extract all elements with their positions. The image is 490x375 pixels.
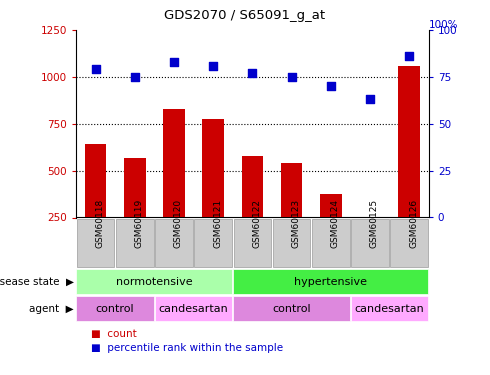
- Bar: [116, 219, 153, 267]
- Text: control: control: [96, 304, 134, 313]
- Text: control: control: [272, 304, 311, 313]
- Text: GSM60121: GSM60121: [213, 199, 222, 248]
- Bar: [312, 219, 349, 267]
- Point: [131, 74, 139, 80]
- Text: ■  count: ■ count: [91, 330, 136, 339]
- Bar: [85, 144, 106, 264]
- Bar: [273, 219, 310, 267]
- Bar: [351, 219, 389, 267]
- Text: GSM60119: GSM60119: [135, 199, 144, 248]
- Bar: [195, 219, 232, 267]
- Bar: [233, 296, 350, 321]
- Point: [288, 74, 295, 80]
- Bar: [163, 109, 185, 264]
- Text: GDS2070 / S65091_g_at: GDS2070 / S65091_g_at: [165, 9, 325, 22]
- Point: [170, 59, 178, 65]
- Text: GSM60126: GSM60126: [409, 199, 418, 248]
- Text: GSM60122: GSM60122: [252, 199, 261, 248]
- Point: [92, 66, 99, 72]
- Point: [327, 83, 335, 89]
- Text: GSM60123: GSM60123: [292, 199, 300, 248]
- Point: [405, 53, 413, 59]
- Bar: [155, 219, 193, 267]
- Bar: [359, 217, 381, 264]
- Bar: [281, 163, 302, 264]
- Bar: [233, 269, 428, 294]
- Text: 100%: 100%: [429, 20, 458, 30]
- Bar: [234, 219, 271, 267]
- Text: agent  ▶: agent ▶: [29, 304, 74, 313]
- Text: GSM60124: GSM60124: [331, 199, 340, 248]
- Bar: [77, 219, 114, 267]
- Text: GSM60120: GSM60120: [174, 199, 183, 248]
- Bar: [351, 296, 428, 321]
- Bar: [398, 66, 420, 264]
- Text: GSM60118: GSM60118: [96, 199, 104, 248]
- Text: GSM60125: GSM60125: [370, 199, 379, 248]
- Text: disease state  ▶: disease state ▶: [0, 277, 74, 286]
- Text: candesartan: candesartan: [159, 304, 228, 313]
- Point: [366, 96, 374, 102]
- Bar: [124, 158, 146, 264]
- Bar: [202, 119, 224, 264]
- Bar: [320, 194, 342, 264]
- Bar: [155, 296, 232, 321]
- Bar: [391, 219, 428, 267]
- Point: [248, 70, 256, 76]
- Point: [209, 63, 217, 69]
- Bar: [76, 269, 232, 294]
- Text: normotensive: normotensive: [116, 277, 193, 286]
- Bar: [242, 156, 263, 264]
- Text: hypertensive: hypertensive: [294, 277, 367, 286]
- Text: ■  percentile rank within the sample: ■ percentile rank within the sample: [91, 343, 283, 352]
- Bar: [76, 296, 154, 321]
- Text: candesartan: candesartan: [355, 304, 424, 313]
